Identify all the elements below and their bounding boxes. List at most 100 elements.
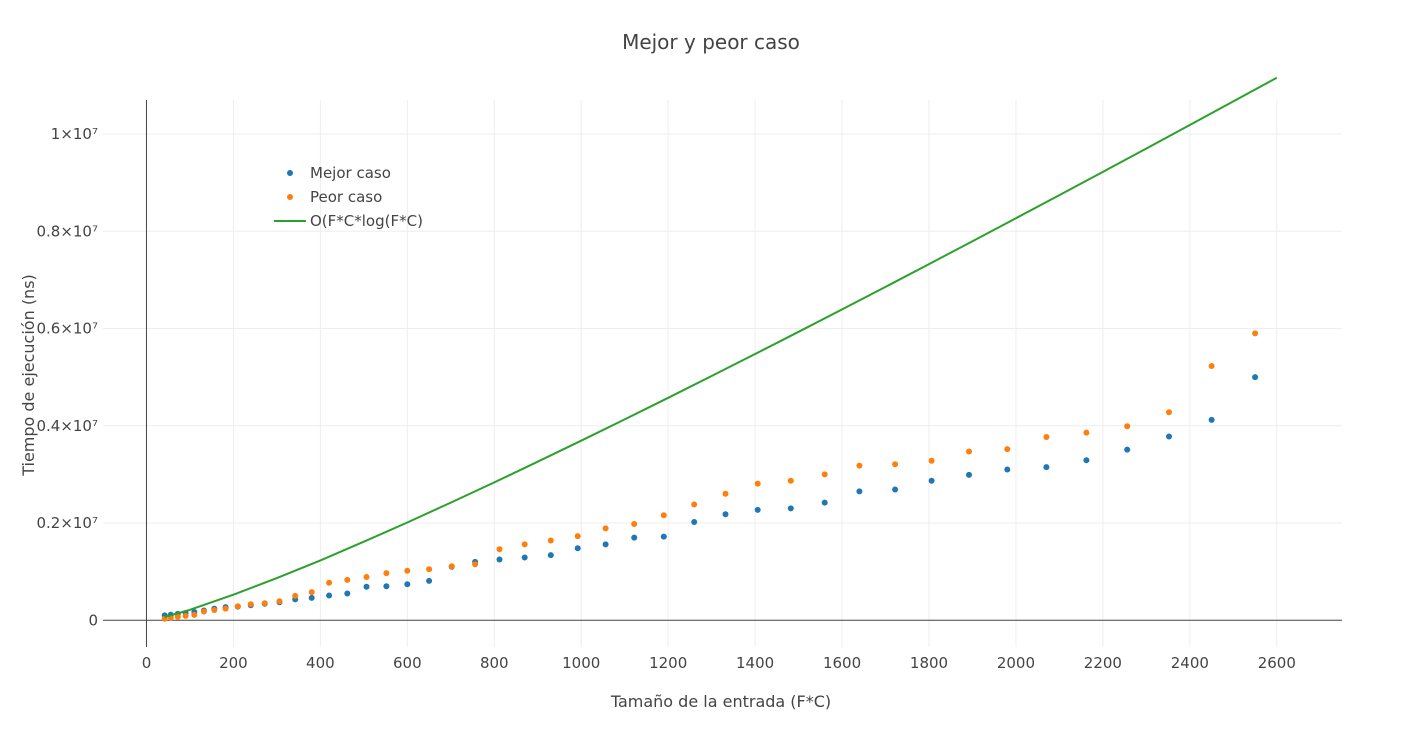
x-tick-label: 2000 [997, 654, 1035, 672]
data-point-1 [182, 612, 189, 619]
legend: Mejor caso Peor caso O(F*C*log(F*C) [274, 164, 423, 230]
y-tick-label: 0.4×10⁷ [36, 417, 98, 435]
data-point-0 [602, 541, 609, 548]
y-tick-labels: 0 0.2×10⁷ 0.4×10⁷ 0.6×10⁷ 0.8×10⁷ 1×10⁷ [36, 125, 98, 629]
data-point-1 [344, 576, 351, 583]
x-tick-label: 1000 [562, 654, 600, 672]
x-axis-title: Tamaño de la entrada (F*C) [610, 692, 831, 711]
data-point-1 [574, 533, 581, 540]
data-point-1 [521, 541, 528, 548]
data-point-1 [631, 521, 638, 527]
data-point-0 [1124, 446, 1131, 453]
data-point-0 [521, 554, 528, 561]
data-point-1 [1083, 429, 1090, 436]
data-point-1 [211, 607, 218, 613]
data-point-1 [856, 462, 863, 469]
legend-swatch [287, 194, 293, 200]
y-tick-label: 0.8×10⁷ [36, 222, 98, 240]
data-point-1 [547, 537, 554, 544]
data-point-0 [383, 583, 390, 590]
data-point-1 [276, 598, 283, 605]
axis-lines [103, 100, 1342, 647]
x-tick-label: 2200 [1084, 654, 1122, 672]
legend-label: Mejor caso [310, 164, 391, 182]
data-point-0 [1252, 374, 1259, 381]
x-tick-labels: 0 200 400 600 800 1000 1200 1400 1600 1800 2000 220… [142, 654, 1296, 672]
data-point-1 [1252, 330, 1259, 337]
y-tick-label: 0.2×10⁷ [36, 514, 98, 532]
data-point-1 [174, 613, 181, 620]
data-point-1 [660, 512, 667, 519]
data-point-0 [1208, 416, 1215, 423]
y-tick-label: 0.6×10⁷ [36, 320, 98, 338]
data-point-1 [261, 600, 268, 607]
data-point-1 [1124, 423, 1131, 430]
data-point-0 [547, 552, 554, 559]
x-tick-label: 800 [480, 654, 509, 672]
data-point-1 [754, 480, 761, 487]
data-point-0 [1043, 464, 1050, 471]
data-point-0 [308, 594, 315, 601]
data-point-1 [496, 546, 503, 553]
data-point-1 [722, 490, 729, 497]
data-point-1 [404, 567, 411, 574]
plot-series [161, 76, 1278, 622]
data-point-0 [722, 511, 729, 518]
data-point-0 [1166, 433, 1172, 440]
data-point-1 [787, 477, 794, 484]
x-tick-label: 1600 [823, 654, 861, 672]
data-point-0 [928, 477, 935, 484]
data-point-1 [821, 471, 828, 478]
legend-label: O(F*C*log(F*C) [310, 212, 423, 230]
data-point-1 [426, 566, 433, 573]
data-point-1 [472, 561, 479, 568]
data-point-0 [691, 519, 698, 525]
data-point-0 [363, 583, 370, 590]
data-point-0 [404, 581, 411, 588]
data-point-0 [821, 499, 828, 506]
data-point-0 [1083, 457, 1090, 464]
data-point-1 [383, 570, 390, 577]
x-tick-label: 1800 [910, 654, 948, 672]
x-tick-label: 1400 [736, 654, 774, 672]
data-point-1 [1004, 446, 1011, 453]
data-point-0 [966, 471, 972, 478]
data-point-1 [222, 605, 229, 612]
data-point-1 [691, 501, 698, 508]
x-tick-label: 2600 [1258, 654, 1296, 672]
data-point-0 [754, 506, 761, 513]
x-tick-label: 400 [306, 654, 335, 672]
data-point-0 [856, 488, 863, 495]
data-point-1 [602, 525, 609, 532]
data-point-1 [200, 608, 207, 615]
y-axis-title: Tiempo de ejecución (ns) [19, 274, 38, 477]
series-line-2 [164, 76, 1278, 618]
data-point-0 [631, 534, 638, 541]
legend-label: Peor caso [310, 188, 382, 206]
data-point-0 [326, 592, 333, 599]
data-point-0 [574, 545, 581, 552]
data-point-1 [1166, 409, 1172, 416]
legend-swatch [287, 170, 293, 176]
data-point-1 [448, 563, 455, 570]
data-point-0 [892, 486, 899, 493]
data-point-1 [1043, 434, 1050, 440]
data-point-1 [292, 592, 299, 599]
x-tick-label: 1200 [649, 654, 687, 672]
data-point-1 [308, 589, 315, 596]
x-tick-label: 2400 [1171, 654, 1209, 672]
data-point-1 [928, 457, 935, 464]
data-point-1 [1208, 363, 1215, 369]
chart-title: Mejor y peor caso [622, 30, 800, 54]
data-point-0 [660, 533, 667, 540]
data-point-0 [1004, 466, 1011, 473]
data-point-1 [191, 611, 198, 618]
data-point-0 [426, 577, 433, 584]
x-tick-label: 200 [219, 654, 248, 672]
x-tick-label: 0 [142, 654, 152, 672]
data-point-1 [892, 461, 899, 468]
data-point-0 [344, 590, 351, 597]
data-point-1 [966, 448, 972, 455]
data-point-0 [496, 556, 503, 563]
